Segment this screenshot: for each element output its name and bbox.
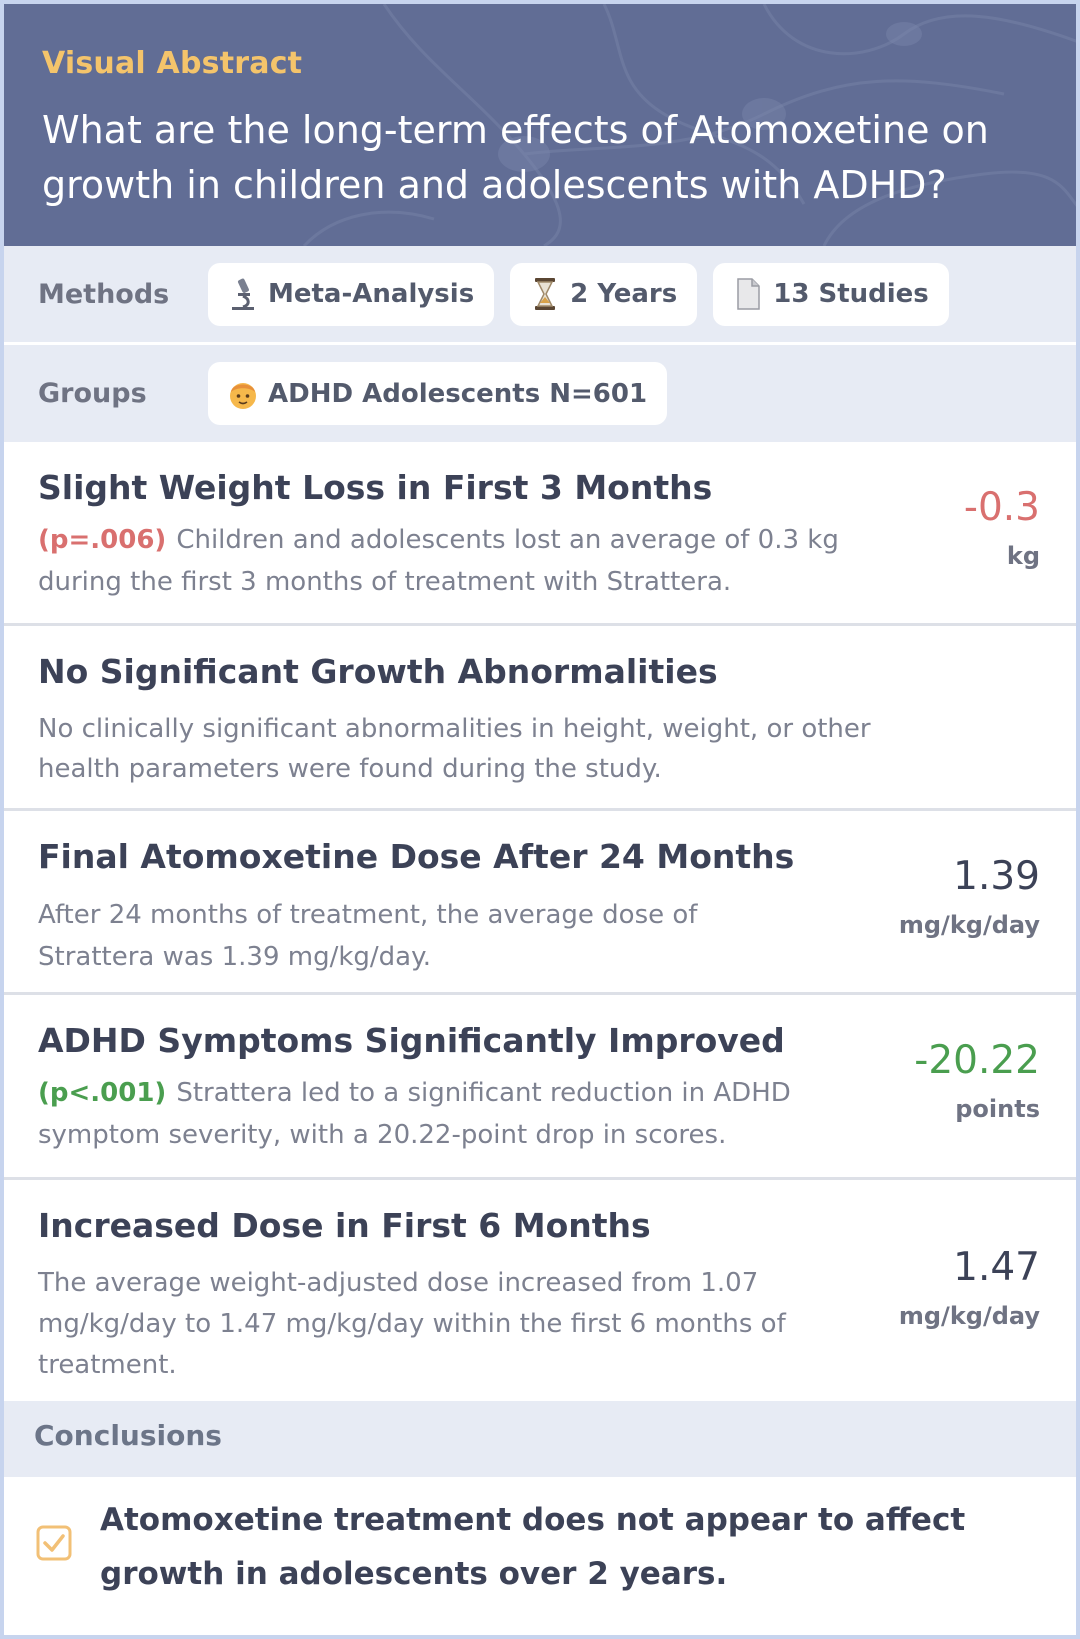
finding-description-text: After 24 months of treatment, the averag… [38,900,698,972]
stat-value: -0.3 [963,485,1040,530]
finding-title: Final Atomoxetine Dose After 24 Months [38,837,795,876]
finding-title: Slight Weight Loss in First 3 Months [38,468,713,507]
document-icon [737,278,760,310]
finding-item: Slight Weight Loss in First 3 Months (p=… [4,442,1076,626]
finding-title: ADHD Symptoms Significantly Improved [38,1021,785,1060]
microscope-icon [232,278,254,310]
groups-label: Groups [38,378,147,409]
finding-description: The average weight-adjusted dose increas… [38,1263,878,1386]
header: Visual Abstract What are the long-term e… [4,4,1076,246]
stat-unit: mg/kg/day [898,911,1040,939]
finding-description: (p<.001) Strattera led to a significant r… [38,1072,878,1156]
methods-label: Methods [38,278,170,310]
child-icon [230,382,256,409]
finding-item: ADHD Symptoms Significantly Improved (p<… [4,995,1076,1180]
page-title: What are the long-term effects of Atomox… [42,108,989,207]
stat-unit: points [955,1095,1040,1123]
finding-description-text: Strattera led to a significant reduction… [38,1078,791,1150]
method-pill-label: 2 Years [570,279,678,309]
stat-value: 1.39 [953,854,1040,899]
groups-row: Groups ADHD Adolescents N=601 [4,345,1076,442]
method-pill-label: Meta-Analysis [268,279,475,309]
methods-row: Methods Meta-Analysis 2 Years [4,246,1076,345]
eyebrow-label: Visual Abstract [42,46,303,81]
finding-item: No Significant Growth Abnormalities No c… [4,626,1076,811]
stat-value: -20.22 [914,1038,1040,1083]
conclusions-header: Conclusions [4,1401,1076,1477]
finding-description-text: The average weight-adjusted dose increas… [38,1268,786,1380]
finding-title: No Significant Growth Abnormalities [38,652,718,691]
method-pill-duration: 2 Years [510,262,698,326]
finding-title: Increased Dose in First 6 Months [38,1206,651,1245]
finding-description: After 24 months of treatment, the averag… [38,894,798,978]
stat-unit: kg [1006,542,1040,570]
checkbox-checked-icon [36,1525,72,1561]
stat-unit: mg/kg/day [898,1302,1040,1330]
finding-item: Increased Dose in First 6 Months The ave… [4,1180,1076,1401]
finding-description-text: Children and adolescents lost an average… [38,525,839,597]
conclusion-item: Atomoxetine treatment does not appear to… [4,1477,1076,1601]
finding-item: Final Atomoxetine Dose After 24 Months A… [4,811,1076,995]
finding-description: (p=.006) Children and adolescents lost an… [38,519,878,603]
p-value: (p=.006) [38,525,167,555]
finding-stat: 1.47 mg/kg/day [898,1245,1040,1331]
finding-stat: -0.3 kg [963,485,1040,571]
method-pill-label: 13 Studies [773,279,929,309]
method-pill-studies: 13 Studies [713,262,949,326]
p-value: (p<.001) [38,1078,167,1108]
conclusion-text: Atomoxetine treatment does not appear to… [100,1502,966,1592]
finding-stat: -20.22 points [914,1038,1040,1124]
group-pill-adhd-adolescents: ADHD Adolescents N=601 [208,362,668,425]
hourglass-icon [535,278,556,310]
finding-description: No clinically significant abnormalities … [38,709,878,789]
group-pill-label: ADHD Adolescents N=601 [268,378,648,409]
finding-stat: 1.39 mg/kg/day [898,854,1040,940]
method-pill-meta-analysis: Meta-Analysis [208,262,495,326]
stat-value: 1.47 [953,1245,1040,1290]
finding-description-text: No clinically significant abnormalities … [38,714,871,784]
